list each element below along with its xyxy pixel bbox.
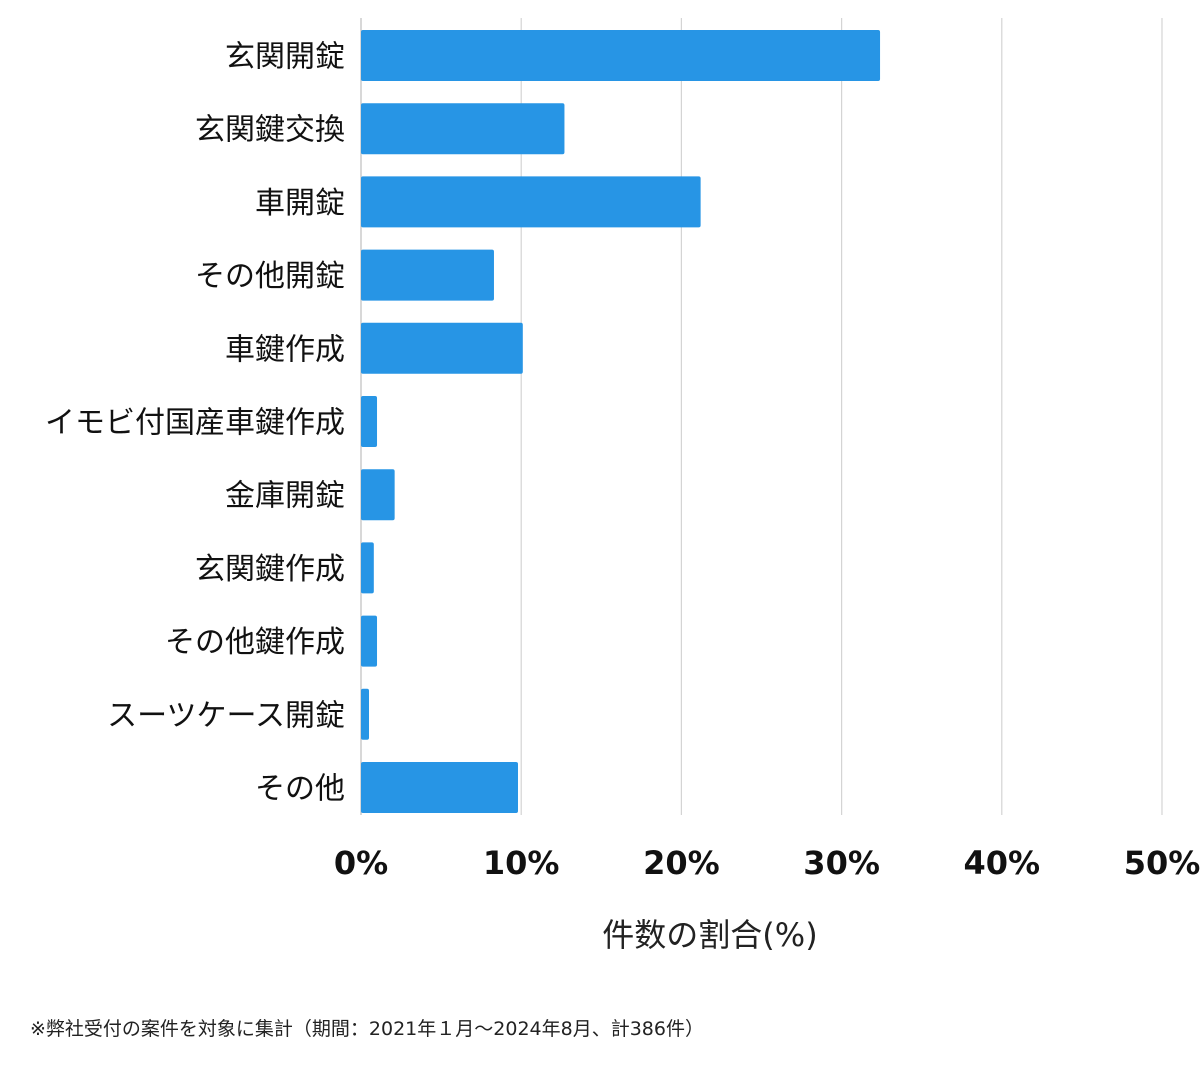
bar <box>361 249 494 301</box>
y-tick-label: その他鍵作成 <box>165 625 345 660</box>
bar <box>361 688 370 740</box>
x-tick-label: 20% <box>643 844 720 882</box>
y-tick-label: 車開錠 <box>255 186 345 221</box>
x-tick-label: 10% <box>483 844 560 882</box>
x-tick-label: 50% <box>1124 844 1200 882</box>
bar <box>361 469 395 521</box>
y-tick-label: その他開錠 <box>195 259 345 294</box>
bar <box>361 322 523 374</box>
x-tick-label: 30% <box>803 844 880 882</box>
y-tick-label: 玄関鍵作成 <box>195 552 345 587</box>
y-tick-label: その他 <box>255 772 345 807</box>
y-tick-label: 玄関開錠 <box>225 40 345 75</box>
x-tick-label: 40% <box>964 844 1041 882</box>
y-tick-label: 金庫開錠 <box>225 479 345 514</box>
bar <box>361 615 378 667</box>
y-tick-label: スーツケース開錠 <box>107 698 345 733</box>
bar <box>361 176 701 228</box>
bar <box>361 542 374 594</box>
bar <box>361 103 565 155</box>
y-tick-label: 車鍵作成 <box>225 332 345 367</box>
footnote: ※弊社受付の案件を対象に集計（期間：2021年１月〜2024年8月、計386件） <box>30 1018 704 1040</box>
bar <box>361 30 881 81</box>
x-axis-title: 件数の割合(%) <box>602 916 818 954</box>
bar <box>361 762 518 813</box>
y-tick-label: イモビ付国産車鍵作成 <box>45 406 345 441</box>
bar <box>361 396 378 447</box>
x-tick-label: 0% <box>334 844 388 882</box>
y-tick-label: 玄関鍵交換 <box>195 113 345 148</box>
